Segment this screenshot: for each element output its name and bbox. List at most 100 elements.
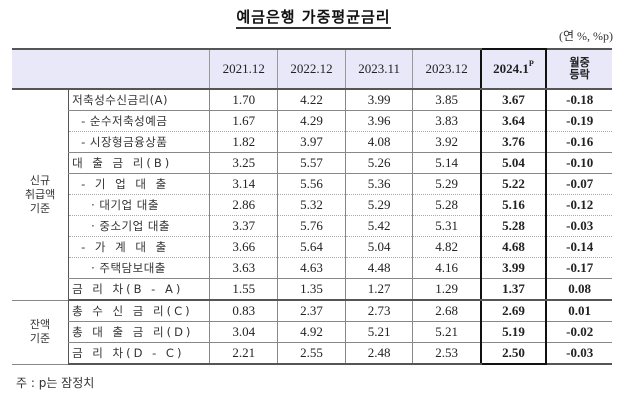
group-outstanding-balance: 잔액 기준	[12, 300, 69, 365]
cell: 2.73	[344, 300, 413, 322]
cell-change: -0.14	[546, 236, 612, 258]
header-2023-11: 2023.11	[344, 48, 413, 90]
cell: 5.31	[412, 215, 481, 237]
cell: 1.29	[412, 278, 481, 301]
table-row: - 기 업 대 출 3.14 5.56 5.36 5.29 5.22 -0.07	[12, 173, 612, 195]
cell: 1.70	[209, 89, 278, 111]
cell: 2.55	[277, 342, 346, 365]
cell-current: 5.22	[479, 173, 548, 195]
cell: 5.57	[277, 152, 346, 174]
cell-change: -0.16	[546, 131, 612, 153]
cell: 4.22	[277, 89, 346, 111]
cell: 0.83	[209, 300, 278, 322]
cell: 3.83	[412, 110, 481, 132]
header-change-line1: 월중	[569, 56, 590, 69]
row-label: - 시장형금융상품	[68, 131, 210, 153]
table-row: · 중소기업 대출 3.37 5.76 5.42 5.31 5.28 -0.03	[12, 215, 612, 237]
cell-change: 0.08	[546, 278, 612, 301]
row-label: 저축성수신금리(A)	[68, 89, 210, 111]
table-row: 잔액 기준 총 수 신 금 리(C) 0.83 2.37 2.73 2.68 2.…	[12, 300, 612, 365]
cell: 4.16	[412, 257, 481, 279]
table-row: - 순수저축성예금 1.67 4.29 3.96 3.83 3.64 -0.19	[12, 110, 612, 132]
cell: 3.97	[277, 131, 346, 153]
cell: 5.29	[412, 173, 481, 195]
cell: 5.26	[344, 152, 413, 174]
cell-change: -0.18	[546, 89, 612, 111]
row-label: - 기 업 대 출	[68, 173, 210, 195]
cell: 3.99	[344, 89, 413, 111]
header-2022-12: 2022.12	[277, 48, 346, 90]
cell-change: -0.02	[546, 321, 612, 343]
row-label: 금 리 차(B - A)	[68, 278, 210, 301]
row-label: 금 리 차(D - C)	[68, 342, 210, 365]
cell: 2.37	[277, 300, 346, 322]
cell: 5.21	[412, 321, 481, 343]
cell-current: 3.76	[479, 131, 548, 153]
cell-change: -0.17	[546, 257, 612, 279]
row-label: - 순수저축성예금	[68, 110, 210, 132]
cell-current: 5.04	[479, 152, 548, 174]
header-2021-12: 2021.12	[209, 48, 278, 90]
row-label: · 중소기업 대출	[68, 215, 210, 237]
cell: 4.63	[277, 257, 346, 279]
table-row: 금 리 차(D - C) 2.21 2.55 2.48 2.53 2.50 -0…	[12, 342, 612, 365]
cell: 1.82	[209, 131, 278, 153]
header-current-label: 2024.1	[493, 61, 529, 76]
cell: 1.55	[209, 278, 278, 301]
header-corner	[12, 48, 210, 90]
cell: 5.21	[344, 321, 413, 343]
cell: 5.29	[344, 194, 413, 216]
cell: 4.48	[344, 257, 413, 279]
table-row: 신규 취급액 기준 저축성수신금리(A) 1.70 4.22 3.99 3.85 3…	[12, 89, 612, 301]
cell-change: -0.10	[546, 152, 612, 174]
page-title: 예금은행 가중평균금리	[0, 6, 627, 29]
cell: 3.14	[209, 173, 278, 195]
group-new-transactions: 신규 취급액 기준	[12, 89, 69, 301]
table-row: · 주택담보대출 3.63 4.63 4.48 4.16 3.99 -0.17	[12, 257, 612, 279]
footnote: 주 : p는 잠정치	[16, 376, 95, 390]
cell: 5.56	[277, 173, 346, 195]
cell: 3.04	[209, 321, 278, 343]
cell-current: 2.50	[479, 342, 548, 365]
cell: 5.42	[344, 215, 413, 237]
table-row: 총 대 출 금 리(D) 3.04 4.92 5.21 5.21 5.19 -0…	[12, 321, 612, 343]
cell-current: 3.99	[479, 257, 548, 279]
cell: 5.76	[277, 215, 346, 237]
cell: 3.92	[412, 131, 481, 153]
cell: 2.48	[344, 342, 413, 365]
table-row: · 대기업 대출 2.86 5.32 5.29 5.28 5.16 -0.12	[12, 194, 612, 216]
table-row: - 시장형금융상품 1.82 3.97 4.08 3.92 3.76 -0.16	[12, 131, 612, 153]
row-label: 총 수 신 금 리(C)	[68, 300, 210, 322]
cell: 2.53	[412, 342, 481, 365]
row-label: 대 출 금 리(B)	[68, 152, 210, 174]
cell-current: 2.69	[479, 300, 548, 322]
header-2023-12: 2023.12	[412, 48, 481, 90]
unit-label: (연 %, %p)	[558, 29, 613, 43]
cell-change: -0.03	[546, 215, 612, 237]
cell: 2.68	[412, 300, 481, 322]
cell-current: 3.64	[479, 110, 548, 132]
cell-change: 0.01	[546, 300, 612, 322]
cell: 2.86	[209, 194, 278, 216]
cell: 3.96	[344, 110, 413, 132]
row-label: · 주택담보대출	[68, 257, 210, 279]
cell: 1.67	[209, 110, 278, 132]
cell-current: 5.19	[479, 321, 548, 343]
cell-change: -0.03	[546, 342, 612, 365]
header-monthly-change: 월중 등락	[545, 48, 612, 90]
cell: 3.37	[209, 215, 278, 237]
title-text: 예금은행 가중평균금리	[236, 8, 391, 29]
row-label: · 대기업 대출	[68, 194, 210, 216]
cell: 4.08	[344, 131, 413, 153]
cell: 3.85	[412, 89, 481, 111]
cell: 1.35	[277, 278, 346, 301]
cell-current: 5.16	[479, 194, 548, 216]
header-row: 2021.12 2022.12 2023.11 2023.12 2024.1P …	[12, 48, 612, 90]
table-row: 금 리 차(B - A) 1.55 1.35 1.27 1.29 1.37 0.…	[12, 278, 612, 301]
cell: 5.14	[412, 152, 481, 174]
interest-rate-table: 2021.12 2022.12 2023.11 2023.12 2024.1P …	[12, 48, 612, 365]
cell: 3.63	[209, 257, 278, 279]
cell-current: 5.28	[479, 215, 548, 237]
cell: 5.04	[344, 236, 413, 258]
cell: 3.25	[209, 152, 278, 174]
